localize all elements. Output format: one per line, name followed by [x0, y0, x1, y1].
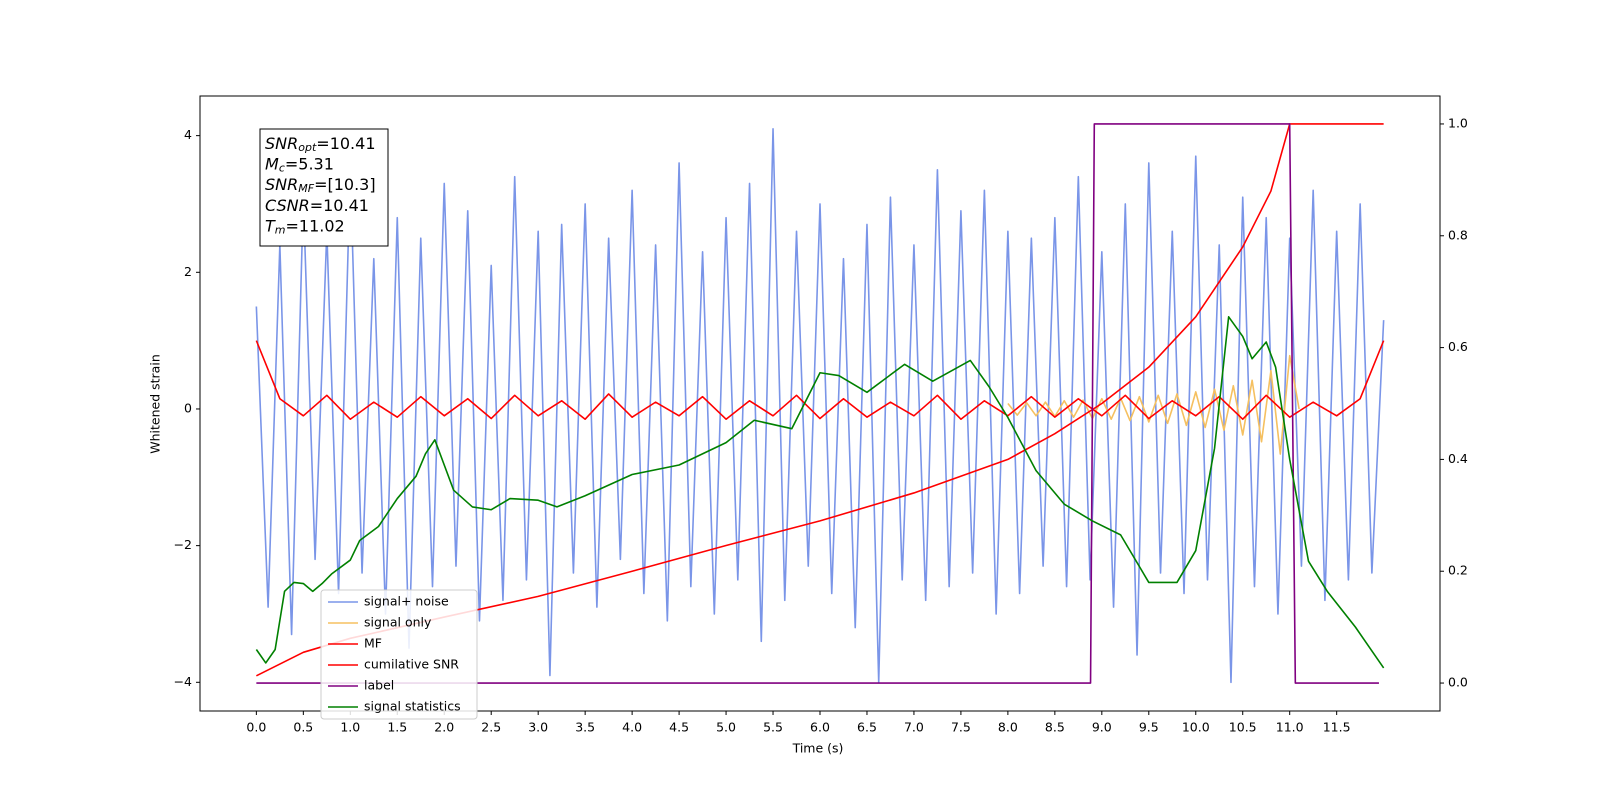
x-tick-label: 1.5 [387, 720, 407, 735]
annotation-symbol: T [265, 216, 276, 235]
y-axis-label: Whitened strain [148, 354, 163, 453]
annotation-subscript: MF [298, 182, 314, 195]
y2-tick-label: 0.6 [1448, 339, 1468, 354]
x-tick-label: 8.5 [1045, 720, 1065, 735]
x-tick-label: 7.5 [951, 720, 971, 735]
annotation-value: =[10.3] [314, 175, 376, 194]
annotation-symbol: SNR [265, 175, 298, 194]
annotation-value: =10.41 [316, 134, 375, 153]
x-tick-label: 11.5 [1323, 720, 1351, 735]
annotation-subscript: opt [298, 141, 317, 154]
x-tick-label: 9.0 [1092, 720, 1112, 735]
x-tick-label: 6.0 [810, 720, 830, 735]
annotation-line: SNRMF=[10.3] [265, 175, 376, 196]
annotation-symbol: M [265, 154, 279, 173]
y2-tick-label: 0.4 [1448, 451, 1468, 466]
legend-label: label [364, 678, 394, 693]
annotation-subscript: c [279, 162, 285, 175]
y2-tick-label: 0.0 [1448, 675, 1468, 690]
y-tick-label: 0 [184, 400, 192, 415]
annotation-line: SNRopt=10.41 [265, 134, 376, 155]
series-line [255, 340, 1385, 421]
legend-label: MF [364, 636, 382, 651]
legend-box [320, 589, 478, 720]
annotation-line: Tm=11.02 [265, 216, 345, 237]
x-tick-label: 1.0 [340, 720, 360, 735]
annotation-value: =5.31 [285, 154, 334, 173]
annotation-box [259, 128, 389, 247]
x-tick-label: 0.5 [293, 720, 313, 735]
x-tick-label: 10.5 [1229, 720, 1257, 735]
x-tick-label: 4.5 [669, 720, 689, 735]
annotation-value: =11.02 [286, 216, 345, 235]
x-tick-label: 3.5 [575, 720, 595, 735]
x-tick-label: 10.0 [1182, 720, 1210, 735]
y2-tick-label: 0.2 [1448, 563, 1468, 578]
legend-label: signal only [364, 615, 432, 630]
annotation-subscript: m [275, 223, 286, 236]
x-tick-label: 9.5 [1139, 720, 1159, 735]
annotation-symbol: SNR [265, 134, 298, 153]
legend-label: signal+ noise [364, 594, 449, 609]
y-tick-label: 2 [184, 264, 192, 279]
x-tick-label: 4.0 [622, 720, 642, 735]
y-tick-label: −4 [174, 674, 192, 689]
x-tick-label: 5.0 [716, 720, 736, 735]
legend-label: signal statistics [364, 699, 461, 714]
annotation-line: CSNR=10.41 [265, 195, 369, 214]
x-tick-label: 2.0 [434, 720, 454, 735]
annotation-symbol: CSNR [265, 195, 310, 214]
x-tick-label: 7.0 [904, 720, 924, 735]
x-tick-label: 11.0 [1276, 720, 1304, 735]
x-tick-label: 5.5 [763, 720, 783, 735]
y2-tick-label: 1.0 [1448, 115, 1468, 130]
y-tick-label: −2 [174, 537, 192, 552]
series-line [256, 123, 1379, 684]
y2-tick-label: 0.8 [1448, 227, 1468, 242]
series-line [1007, 354, 1300, 455]
x-axis-label: Time (s) [792, 741, 844, 756]
series-line [255, 316, 1385, 669]
annotation-value: =10.41 [310, 195, 369, 214]
x-tick-label: 8.0 [998, 720, 1018, 735]
x-tick-label: 2.5 [481, 720, 501, 735]
legend: signal+ noise signal only MF cumilative SNR… [320, 589, 478, 720]
annotation-line: Mc=5.31 [265, 154, 334, 175]
series-line [255, 128, 1385, 684]
x-tick-label: 3.0 [528, 720, 548, 735]
x-tick-label: 0.0 [246, 720, 266, 735]
y-tick-label: 4 [184, 127, 192, 142]
legend-label: cumilative SNR [364, 657, 459, 672]
x-tick-label: 6.5 [857, 720, 877, 735]
